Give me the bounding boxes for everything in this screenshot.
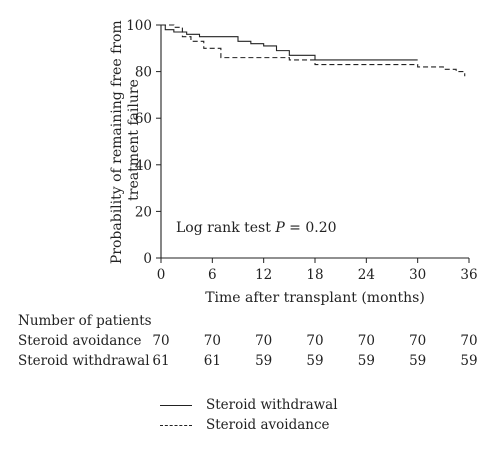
annotation-prefix: Log rank test [176, 220, 275, 236]
x-tick-label: 6 [208, 267, 217, 283]
legend-solid-line-icon [160, 404, 192, 406]
legend-label-avoidance: Steroid avoidance [206, 417, 330, 433]
legend-dashed-line-icon [160, 424, 192, 426]
x-tick-label: 0 [157, 267, 166, 283]
log-rank-annotation: Log rank test P = 0.20 [176, 220, 337, 236]
survival-chart: 0 20 40 60 80 100 0 6 12 18 24 30 36 Time after tra… [109, 16, 478, 306]
y-axis-label: Probability of remaining free from treat… [109, 16, 142, 264]
x-tick-label: 36 [460, 267, 477, 283]
x-tick-label: 24 [358, 267, 375, 283]
x-tick-label: 18 [306, 267, 323, 283]
y-ticks: 0 20 40 60 80 100 [126, 18, 161, 267]
y-tick-label: 60 [135, 111, 152, 127]
table-cell: 70 [357, 333, 375, 349]
y-axis-label-line1: Probability of remaining free from [109, 20, 125, 264]
y-tick-label: 100 [126, 18, 152, 34]
table-cell: 59 [357, 353, 375, 369]
y-tick-label: 80 [135, 65, 152, 81]
table-cell: 70 [152, 333, 170, 349]
table-cell: 59 [409, 353, 427, 369]
legend-item-avoidance: Steroid avoidance [160, 417, 330, 433]
legend-label-withdrawal: Steroid withdrawal [206, 397, 338, 413]
table-cell: 70 [203, 333, 221, 349]
x-tick-label: 30 [409, 267, 426, 283]
x-axis-label: Time after transplant (months) [205, 290, 425, 306]
annotation-suffix: = 0.20 [285, 220, 337, 236]
x-ticks: 0 6 12 18 24 30 36 [157, 258, 478, 283]
table-cell: 70 [460, 333, 478, 349]
legend-item-withdrawal: Steroid withdrawal [160, 397, 338, 413]
y-tick-label: 0 [143, 251, 152, 267]
table-cell: 61 [203, 353, 221, 369]
series-line-steroid-avoidance [161, 24, 466, 77]
table-cell: 61 [152, 353, 170, 369]
y-tick-label: 20 [135, 204, 152, 220]
x-tick-label: 12 [255, 267, 272, 283]
table-cell: 59 [255, 353, 273, 369]
y-axis-label-line2: treatment failure [126, 79, 142, 201]
series-lines [161, 24, 466, 77]
table-cell: 59 [460, 353, 478, 369]
table-row-label-withdrawal: Steroid withdrawal [18, 353, 150, 369]
table-cell: 70 [409, 333, 427, 349]
table-header: Number of patients [18, 313, 152, 329]
table-cell: 70 [306, 333, 324, 349]
table-row-label-avoidance: Steroid avoidance [18, 333, 142, 349]
series-line-steroid-withdrawal [161, 24, 418, 61]
annotation-stat: P [274, 220, 285, 236]
table-cell: 70 [255, 333, 273, 349]
y-tick-label: 40 [135, 158, 152, 174]
table-cell: 59 [306, 353, 324, 369]
